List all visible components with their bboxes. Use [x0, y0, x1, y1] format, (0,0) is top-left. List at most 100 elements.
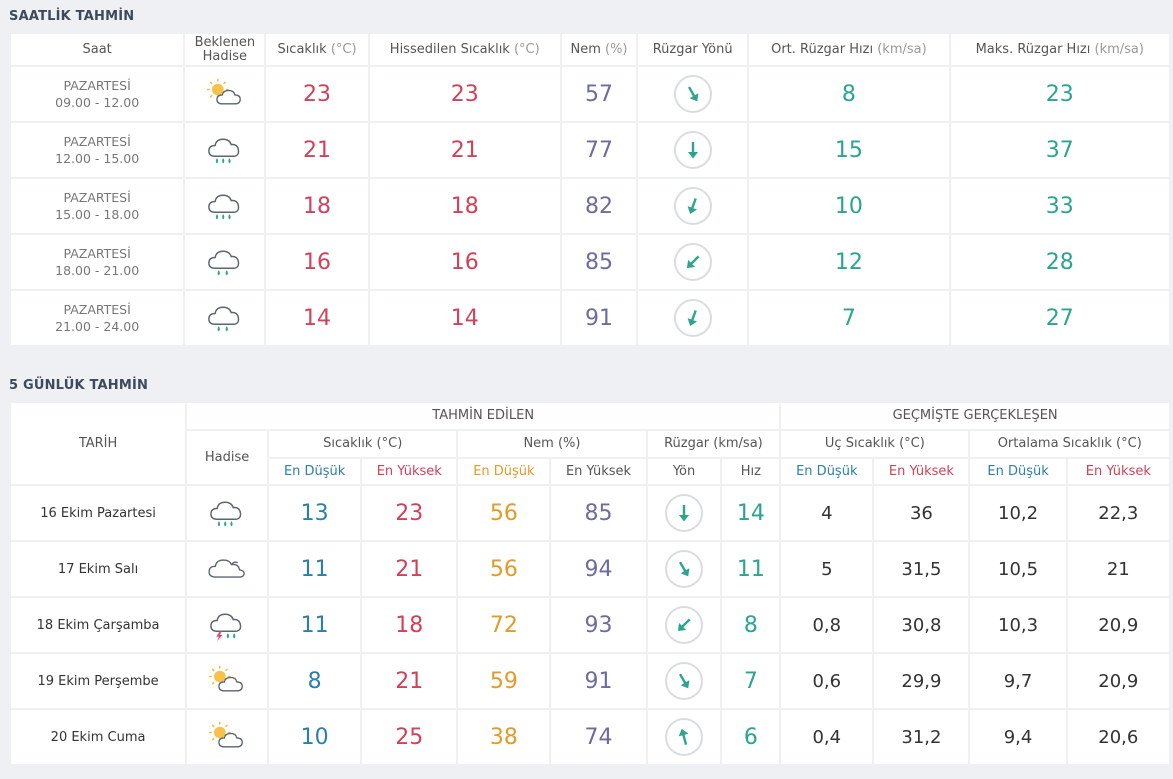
- col-header-temp: Sıcaklık (°C): [266, 34, 368, 65]
- temp-low-cell: 11: [269, 598, 361, 652]
- col-header-avg-wind: Ort. Rüzgar Hızı (km/sa): [749, 34, 949, 65]
- humidity-low-cell: 56: [458, 486, 550, 540]
- temperature-cell: 16: [266, 235, 368, 289]
- table-row: 18 Ekim Çarşamba 11 18 72 93 8 0,8 30,8 10,3 20,9: [11, 598, 1169, 652]
- wind-speed-cell: 6: [722, 710, 780, 764]
- temp-low-cell: 8: [269, 654, 361, 708]
- feels-like-cell: 14: [369, 291, 560, 345]
- max-wind-cell: 28: [950, 235, 1169, 289]
- wind-speed-cell: 7: [722, 654, 780, 708]
- avg-low-cell: 10,3: [970, 598, 1066, 652]
- humidity-low-cell: 59: [458, 654, 550, 708]
- col-header-temp-high: En Yüksek: [362, 459, 457, 484]
- wind-direction-cell: [647, 710, 721, 764]
- temp-low-cell: 10: [269, 710, 361, 764]
- humidity-high-cell: 85: [551, 486, 646, 540]
- weather-event-cell: [187, 486, 268, 540]
- group-header-wind: Rüzgar (km/sa): [647, 431, 780, 457]
- wind-direction-icon: [673, 299, 712, 337]
- wind-direction-icon: [665, 550, 704, 588]
- wind-speed-cell: 8: [722, 598, 780, 652]
- max-wind-cell: 27: [950, 291, 1169, 345]
- wind-direction-cell: [638, 179, 748, 233]
- avg-high-cell: 21: [1067, 542, 1169, 596]
- weather-event-cell: [185, 67, 265, 121]
- humidity-cell: 91: [561, 291, 637, 345]
- wind-direction-cell: [638, 235, 748, 289]
- table-row: PAZARTESİ 18.00 - 21.00 16 16 85 12 28: [11, 235, 1169, 289]
- temp-high-cell: 18: [362, 598, 457, 652]
- max-wind-cell: 33: [950, 179, 1169, 233]
- day-label: PAZARTESİ: [63, 78, 131, 93]
- avg-wind-cell: 10: [749, 179, 949, 233]
- hourly-forecast-table: Saat Beklenen Hadise Sıcaklık (°C) Hissed…: [9, 32, 1171, 347]
- temp-high-cell: 25: [362, 710, 457, 764]
- feels-like-cell: 23: [369, 67, 560, 121]
- time-range-cell: PAZARTESİ 12.00 - 15.00: [11, 123, 184, 177]
- col-header-humidity-low: En Düşük: [458, 459, 550, 484]
- hourly-section-title: SAATLİK TAHMİN: [9, 9, 135, 24]
- rain-icon: [208, 306, 240, 332]
- day-label: PAZARTESİ: [63, 134, 131, 149]
- temp-high-cell: 21: [362, 542, 457, 596]
- time-range-cell: PAZARTESİ 15.00 - 18.00: [11, 179, 184, 233]
- weather-event-cell: [185, 235, 265, 289]
- col-header-humidity: Nem (%): [561, 34, 637, 65]
- avg-wind-cell: 12: [749, 235, 949, 289]
- group-header-observed: GEÇMİŞTE GERÇEKLEŞEN: [781, 403, 1169, 429]
- temp-low-cell: 11: [269, 542, 361, 596]
- wind-direction-cell: [638, 291, 748, 345]
- wind-direction-icon: [673, 243, 712, 281]
- extreme-high-cell: 31,2: [874, 710, 969, 764]
- partly-cloudy-sun-icon: [206, 78, 241, 105]
- feels-like-cell: 18: [369, 179, 560, 233]
- group-header-humidity: Nem (%): [458, 431, 646, 457]
- date-cell: 20 Ekim Cuma: [11, 710, 186, 764]
- wind-direction-icon: [673, 131, 712, 169]
- table-row: PAZARTESİ 21.00 - 24.00 14 14 91 7 27: [11, 291, 1169, 345]
- wind-direction-icon: [665, 606, 704, 644]
- max-wind-cell: 23: [950, 67, 1169, 121]
- wind-direction-icon: [665, 494, 704, 532]
- time-range-cell: PAZARTESİ 18.00 - 21.00: [11, 235, 184, 289]
- weather-event-cell: [187, 654, 268, 708]
- wind-direction-cell: [638, 123, 748, 177]
- table-row: PAZARTESİ 12.00 - 15.00 21 21 77 15 37: [11, 123, 1169, 177]
- weather-event-cell: [185, 123, 265, 177]
- extreme-high-cell: 30,8: [874, 598, 969, 652]
- group-header-avg-temp: Ortalama Sıcaklık (°C): [970, 431, 1169, 457]
- col-header-extreme-high: En Yüksek: [874, 459, 969, 484]
- avg-high-cell: 20,6: [1067, 710, 1169, 764]
- temperature-cell: 23: [266, 67, 368, 121]
- humidity-cell: 77: [561, 123, 637, 177]
- col-header-time: Saat: [11, 34, 184, 65]
- extreme-low-cell: 0,4: [781, 710, 873, 764]
- table-row: 19 Ekim Perşembe 8 21 59 91 7 0,6 29,9 9,7 20,9: [11, 654, 1169, 708]
- table-row: PAZARTESİ 09.00 - 12.00 23 23 57 8 23: [11, 67, 1169, 121]
- extreme-low-cell: 5: [781, 542, 873, 596]
- date-cell: 18 Ekim Çarşamba: [11, 598, 186, 652]
- weather-event-cell: [185, 291, 265, 345]
- wind-direction-icon: [673, 187, 712, 225]
- heavy-rain-icon: [208, 194, 240, 220]
- extreme-high-cell: 36: [874, 486, 969, 540]
- time-range-label: 18.00 - 21.00: [55, 263, 140, 278]
- table-row: PAZARTESİ 15.00 - 18.00 18 18 82 10 33: [11, 179, 1169, 233]
- extreme-low-cell: 0,6: [781, 654, 873, 708]
- avg-low-cell: 10,2: [970, 486, 1066, 540]
- avg-high-cell: 22,3: [1067, 486, 1169, 540]
- thunderstorm-icon: [210, 613, 242, 642]
- humidity-cell: 82: [561, 179, 637, 233]
- table-row: 16 Ekim Pazartesi 13 23 56 85 14 4 36 10,2 22,3: [11, 486, 1169, 540]
- rain-icon: [208, 250, 240, 276]
- time-range-cell: PAZARTESİ 09.00 - 12.00: [11, 67, 184, 121]
- weather-event-cell: [187, 598, 268, 652]
- feels-like-cell: 16: [369, 235, 560, 289]
- table-row: 17 Ekim Salı 11 21 56 94 11 5 31,5 10,5 21: [11, 542, 1169, 596]
- col-header-avg-low: En Düşük: [970, 459, 1066, 484]
- group-header-forecast: TAHMİN EDİLEN: [187, 403, 780, 429]
- heavy-rain-icon: [210, 501, 242, 527]
- wind-direction-cell: [647, 486, 721, 540]
- col-header-wind-direction: Yön: [647, 459, 721, 484]
- col-header-event: Beklenen Hadise: [185, 34, 265, 65]
